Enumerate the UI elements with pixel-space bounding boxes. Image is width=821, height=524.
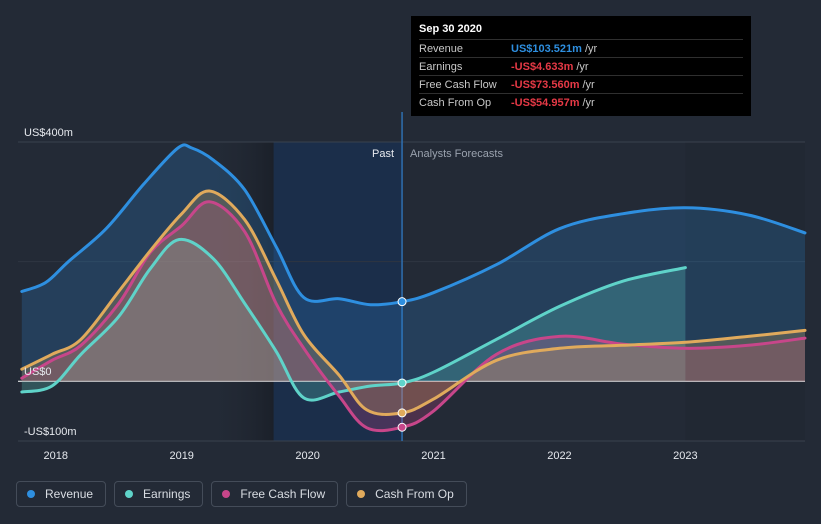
cash-from-op-marker xyxy=(397,408,407,418)
legend-label: Revenue xyxy=(45,487,94,501)
free-cash-flow-line xyxy=(20,200,807,433)
legend-dot-icon xyxy=(357,490,366,498)
past-label: Past xyxy=(372,148,394,160)
tooltip-row: Cash From Op -US$54.957m/yr xyxy=(419,93,743,111)
tooltip-row-label: Revenue xyxy=(419,42,464,55)
legend-dot-icon xyxy=(27,490,35,498)
legend-toggle-earnings[interactable]: Earnings xyxy=(114,481,204,507)
free-cash-flow-marker xyxy=(397,422,407,432)
cash-from-op-line xyxy=(20,189,807,416)
legend-label: Free Cash Flow xyxy=(240,487,326,501)
legend-dot-icon xyxy=(125,490,134,498)
chart-legend: Revenue Earnings Free Cash Flow Cash From O… xyxy=(16,481,467,507)
forecast-shade xyxy=(685,142,805,441)
legend-label: Earnings xyxy=(143,487,191,501)
earnings-area xyxy=(21,239,686,401)
legend-label: Cash From Op xyxy=(375,487,454,501)
free-cash-flow-area xyxy=(21,201,806,431)
x-tick-label: 2023 xyxy=(673,450,697,462)
tooltip-row-value: US$103.521m xyxy=(511,42,582,55)
x-tick-label: 2019 xyxy=(169,450,193,462)
legend-toggle-cash-from-op[interactable]: Cash From Op xyxy=(346,481,467,507)
tooltip-row-unit: /yr xyxy=(582,96,595,109)
tooltip-row-label: Cash From Op xyxy=(419,96,492,109)
y-tick-label: US$400m xyxy=(24,127,73,139)
tooltip-row-value: -US$73.560m xyxy=(511,78,580,91)
tooltip-row-value: -US$54.957m xyxy=(511,96,580,109)
x-tick-label: 2020 xyxy=(295,450,319,462)
forecast-label: Analysts Forecasts xyxy=(410,148,503,160)
tooltip-row: Earnings -US$4.633m/yr xyxy=(419,57,743,75)
tooltip-date: Sep 30 2020 xyxy=(419,23,482,35)
x-tick-label: 2021 xyxy=(421,450,445,462)
cash-from-op-area xyxy=(21,190,806,415)
revenue-line xyxy=(20,143,807,307)
x-tick-label: 2022 xyxy=(547,450,571,462)
legend-toggle-free-cash-flow[interactable]: Free Cash Flow xyxy=(211,481,339,507)
tooltip-row: Free Cash Flow -US$73.560m/yr xyxy=(419,75,743,93)
y-tick-label: -US$100m xyxy=(24,426,77,438)
tooltip-row-label: Earnings xyxy=(419,60,463,73)
tooltip-row-unit: /yr xyxy=(576,60,589,73)
tooltip-row-value: -US$4.633m xyxy=(511,60,574,73)
legend-toggle-revenue[interactable]: Revenue xyxy=(16,481,107,507)
earnings-marker xyxy=(397,378,407,388)
revenue-marker xyxy=(397,297,407,307)
hover-tooltip: Sep 30 2020 Revenue US$103.521m/yr Earning… xyxy=(411,16,751,116)
earnings-line xyxy=(20,237,687,402)
tooltip-row-label: Free Cash Flow xyxy=(419,78,497,91)
tooltip-row-unit: /yr xyxy=(582,78,595,91)
past-shade xyxy=(206,142,274,441)
legend-dot-icon xyxy=(222,490,231,498)
tooltip-row: Revenue US$103.521m/yr xyxy=(419,39,743,57)
x-tick-label: 2018 xyxy=(44,450,68,462)
y-tick-label: US$0 xyxy=(24,366,52,378)
tooltip-row-unit: /yr xyxy=(584,42,598,55)
